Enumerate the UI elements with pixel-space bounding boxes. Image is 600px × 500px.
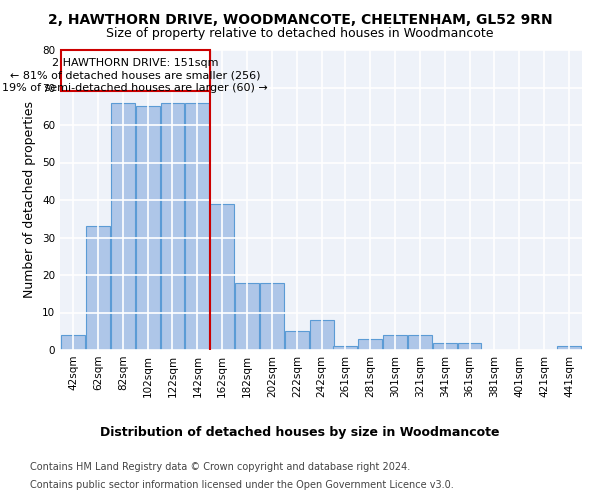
Y-axis label: Number of detached properties: Number of detached properties (23, 102, 37, 298)
Text: Distribution of detached houses by size in Woodmancote: Distribution of detached houses by size … (100, 426, 500, 439)
Bar (557, 346, 581, 350)
Text: 2, HAWTHORN DRIVE, WOODMANCOTE, CHELTENHAM, GL52 9RN: 2, HAWTHORN DRIVE, WOODMANCOTE, CHELTENH… (47, 12, 553, 26)
Bar (285, 331, 308, 350)
Bar (310, 320, 334, 350)
Bar (61, 335, 85, 350)
Bar (111, 102, 134, 350)
Bar (383, 335, 407, 350)
FancyBboxPatch shape (61, 50, 210, 92)
Text: 19% of semi-detached houses are larger (60) →: 19% of semi-detached houses are larger (… (2, 83, 268, 93)
Text: Contains HM Land Registry data © Crown copyright and database right 2024.: Contains HM Land Registry data © Crown c… (30, 462, 410, 472)
Bar (235, 282, 259, 350)
Text: Size of property relative to detached houses in Woodmancote: Size of property relative to detached ho… (106, 28, 494, 40)
Text: 2 HAWTHORN DRIVE: 151sqm: 2 HAWTHORN DRIVE: 151sqm (52, 58, 218, 68)
Bar (358, 339, 382, 350)
Text: ← 81% of detached houses are smaller (256): ← 81% of detached houses are smaller (25… (10, 70, 260, 81)
Bar (408, 335, 432, 350)
Bar (433, 342, 457, 350)
Bar (210, 204, 234, 350)
Bar (86, 226, 110, 350)
Bar (334, 346, 357, 350)
Bar (185, 102, 209, 350)
Bar (458, 342, 481, 350)
Bar (161, 102, 184, 350)
Bar (136, 106, 160, 350)
Text: Contains public sector information licensed under the Open Government Licence v3: Contains public sector information licen… (30, 480, 454, 490)
Bar (260, 282, 284, 350)
